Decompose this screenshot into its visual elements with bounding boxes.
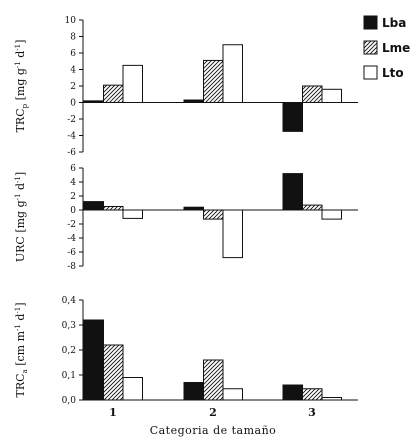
- y-axis-label: TRCp [mg g-1 d-1]: [14, 40, 29, 133]
- bar-lme-cat-3: [302, 85, 323, 103]
- bar-lto-cat-1: [122, 377, 143, 401]
- y-tick-label: -6: [67, 148, 76, 158]
- y-tick-label: -6: [67, 248, 76, 258]
- panel-3: 0,4 0,3 0,2 0,1 0,0 TRCa [cm m-1 d-1]: [14, 296, 358, 406]
- bar-lme-cat-1: [103, 344, 124, 401]
- y-tick-label: -2: [67, 115, 76, 125]
- bar-lto-cat-2: [222, 209, 243, 259]
- y-tick-label: 0,3: [62, 321, 77, 331]
- bar-lba-cat-1: [83, 201, 104, 211]
- x-category-label: 1: [109, 406, 117, 419]
- bar-lme-cat-3: [302, 204, 323, 211]
- bar-lme-cat-2: [203, 59, 224, 103]
- legend: Lba Lme Lto: [363, 15, 410, 80]
- bar-lto-cat-1: [122, 64, 143, 103]
- y-tick-label: 2: [70, 192, 76, 202]
- bar-lto-cat-2: [222, 388, 243, 401]
- bar-lba-cat-3: [282, 173, 303, 211]
- legend-label-lme: Lme: [382, 41, 410, 55]
- y-tick-label: 0,2: [62, 346, 76, 356]
- y-tick-label: 4: [70, 178, 76, 188]
- legend-swatch-lme: [363, 40, 378, 55]
- legend-label-lba: Lba: [382, 16, 406, 30]
- bar-lba-cat-1: [83, 319, 104, 401]
- panel-2: 6 4 2 0 -2 -4 -6 -8 URC [mg g-1 d-1]: [14, 164, 358, 272]
- bar-lme-cat-2: [203, 359, 224, 401]
- bar-lto-cat-1: [122, 209, 143, 219]
- bar-lba-cat-3: [282, 384, 303, 401]
- y-tick-label: 10: [65, 16, 77, 26]
- bar-lto-cat-3: [321, 397, 342, 401]
- bar-lme-cat-3: [302, 388, 323, 401]
- bar-lba-cat-2: [183, 382, 204, 401]
- bar-lba-cat-2: [183, 99, 204, 104]
- y-tick-label: 0,0: [62, 396, 77, 406]
- y-tick-label: 0,4: [62, 296, 77, 306]
- y-tick-label: -8: [67, 262, 76, 272]
- bar-lto-cat-3: [321, 88, 342, 104]
- y-tick-label: 6: [70, 164, 76, 174]
- bar-lba-cat-2: [183, 206, 204, 211]
- legend-swatch-lto: [363, 65, 378, 80]
- panel-1: 10 8 6 4 2 0 -2 -4 -6 TRCp [mg g-1 d-1]: [14, 16, 358, 158]
- bar-lto-cat-2: [222, 44, 243, 103]
- y-axis-label: TRCa [cm m-1 d-1]: [14, 302, 29, 397]
- bar-lto-cat-3: [321, 209, 342, 220]
- bar-lme-cat-2: [203, 209, 224, 220]
- y-axis-label: URC [mg g-1 d-1]: [14, 172, 27, 262]
- x-category-label: 3: [308, 406, 316, 419]
- y-tick-label: 4: [70, 66, 76, 76]
- y-tick-label: 8: [70, 33, 76, 43]
- y-tick-label: -4: [67, 234, 76, 244]
- y-tick-label: -2: [67, 220, 76, 230]
- bar-lme-cat-1: [103, 206, 124, 211]
- x-category-label: 2: [209, 406, 217, 419]
- bar-lme-cat-1: [103, 84, 124, 104]
- legend-label-lto: Lto: [382, 66, 404, 80]
- y-tick-label: 2: [70, 82, 76, 92]
- legend-swatch-lba: [363, 15, 378, 30]
- bar-lba-cat-1: [83, 100, 104, 103]
- y-tick-label: 0: [70, 206, 76, 216]
- y-tick-label: 0,1: [62, 371, 76, 381]
- y-tick-label: 6: [70, 49, 76, 59]
- x-axis-label: Categoria de tamaño: [150, 424, 277, 437]
- bar-lba-cat-3: [282, 102, 303, 132]
- y-tick-label: 0: [70, 99, 76, 109]
- y-tick-label: -4: [67, 132, 76, 142]
